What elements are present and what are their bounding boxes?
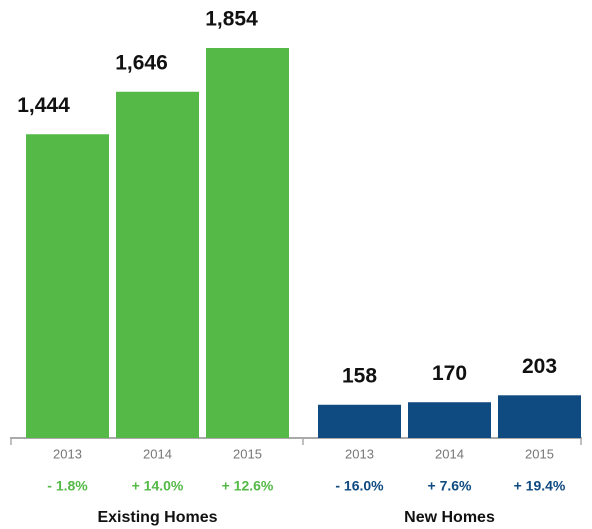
change-label: + 14.0% [132,478,184,494]
bar [408,402,491,438]
x-tick-label: 2015 [233,446,262,461]
value-label: 1,646 [115,51,168,74]
bar [26,134,109,438]
value-label: 1,854 [205,8,258,31]
value-label: 170 [432,362,467,385]
bar [318,404,401,438]
x-tick-label: 2014 [435,446,464,461]
change-label: + 12.6% [222,478,274,494]
group-label: Existing Homes [97,509,217,526]
x-tick-label: 2013 [345,446,374,461]
x-tick-label: 2014 [143,446,172,461]
value-label: 158 [342,364,377,387]
group-label: New Homes [404,509,495,526]
bar [498,395,581,438]
bar [206,48,289,438]
x-tick-label: 2013 [53,446,82,461]
change-label: + 19.4% [514,478,566,494]
change-label: - 16.0% [335,478,384,494]
change-label: - 1.8% [47,478,88,494]
value-label: 203 [522,355,557,378]
change-label: + 7.6% [428,478,473,494]
value-label: 1,444 [17,94,70,117]
bar [116,91,199,439]
x-tick-label: 2015 [525,446,554,461]
